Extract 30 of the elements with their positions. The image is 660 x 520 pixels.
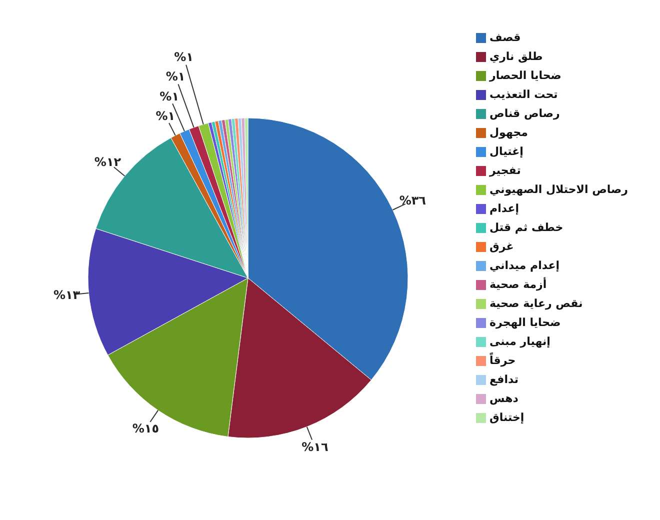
legend-label: خطف ثم قتل — [490, 221, 564, 234]
legend-label: تدافع — [490, 373, 518, 386]
legend-label: أزمة صحية — [490, 278, 547, 291]
legend-label: تحت التعذيب — [490, 88, 558, 101]
legend-label: قصف — [490, 31, 521, 44]
legend-label: إعدام ميداني — [490, 259, 560, 272]
legend-label: ضحايا الحصار — [490, 69, 562, 82]
data-label: %١ — [166, 70, 186, 84]
legend-label: نقص رعاية صحية — [490, 297, 583, 310]
legend-label: رصاص الاحتلال الصهيوني — [490, 183, 628, 196]
data-label: %١٥ — [132, 422, 160, 436]
legend-label: إغتيال — [490, 145, 524, 158]
data-label: %٣٦ — [399, 194, 426, 208]
legend-label: إختناق — [490, 411, 524, 424]
legend-label: تفجير — [490, 164, 521, 177]
legend-label: إعدام — [490, 202, 519, 215]
legend-label: مجهول — [490, 126, 528, 139]
legend-label: طلق ناري — [490, 50, 543, 63]
legend-label: رصاص قناص — [490, 107, 560, 120]
legend-label: دهس — [490, 392, 518, 405]
data-label: %١ — [156, 108, 176, 123]
data-label: %١٦ — [302, 440, 328, 454]
legend-label: غرق — [490, 240, 514, 253]
legend-label: إنهيار مبنى — [490, 335, 550, 348]
data-label: %١٣ — [53, 288, 81, 302]
data-label: %١٢ — [94, 154, 122, 169]
data-label: %١ — [160, 89, 180, 104]
legend-label: حرقاً — [490, 354, 516, 367]
data-label: %١ — [174, 50, 194, 64]
legend-label: ضحايا الهجرة — [490, 316, 561, 329]
